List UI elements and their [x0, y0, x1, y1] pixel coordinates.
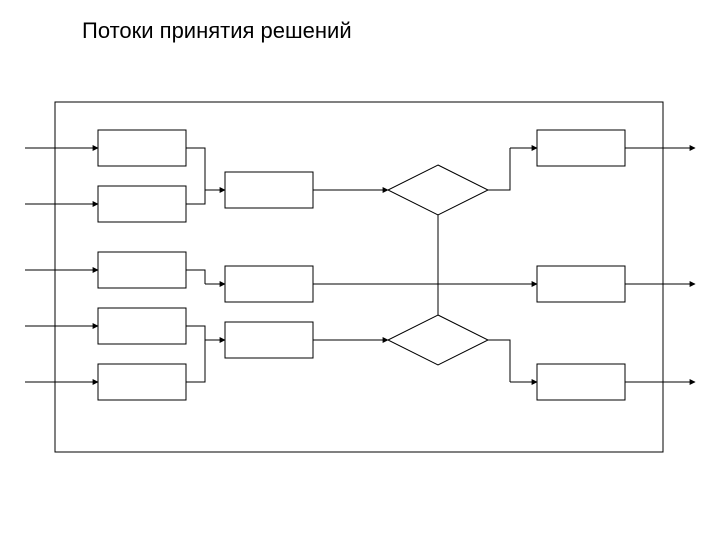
decision-diamond: [388, 165, 488, 215]
process-box: [225, 266, 313, 302]
process-box: [98, 130, 186, 166]
process-box: [537, 266, 625, 302]
process-box: [225, 322, 313, 358]
nodes: [98, 130, 625, 400]
edge: [186, 190, 205, 204]
process-box: [98, 364, 186, 400]
edge: [488, 148, 510, 190]
edge: [186, 270, 205, 284]
edge: [186, 326, 205, 340]
edge: [488, 340, 510, 382]
process-box: [225, 172, 313, 208]
process-box: [98, 308, 186, 344]
process-box: [98, 252, 186, 288]
decision-diamond: [388, 315, 488, 365]
edge: [186, 148, 205, 190]
edge: [186, 340, 205, 382]
flowchart-diagram: [0, 0, 720, 540]
process-box: [537, 364, 625, 400]
process-box: [537, 130, 625, 166]
process-box: [98, 186, 186, 222]
